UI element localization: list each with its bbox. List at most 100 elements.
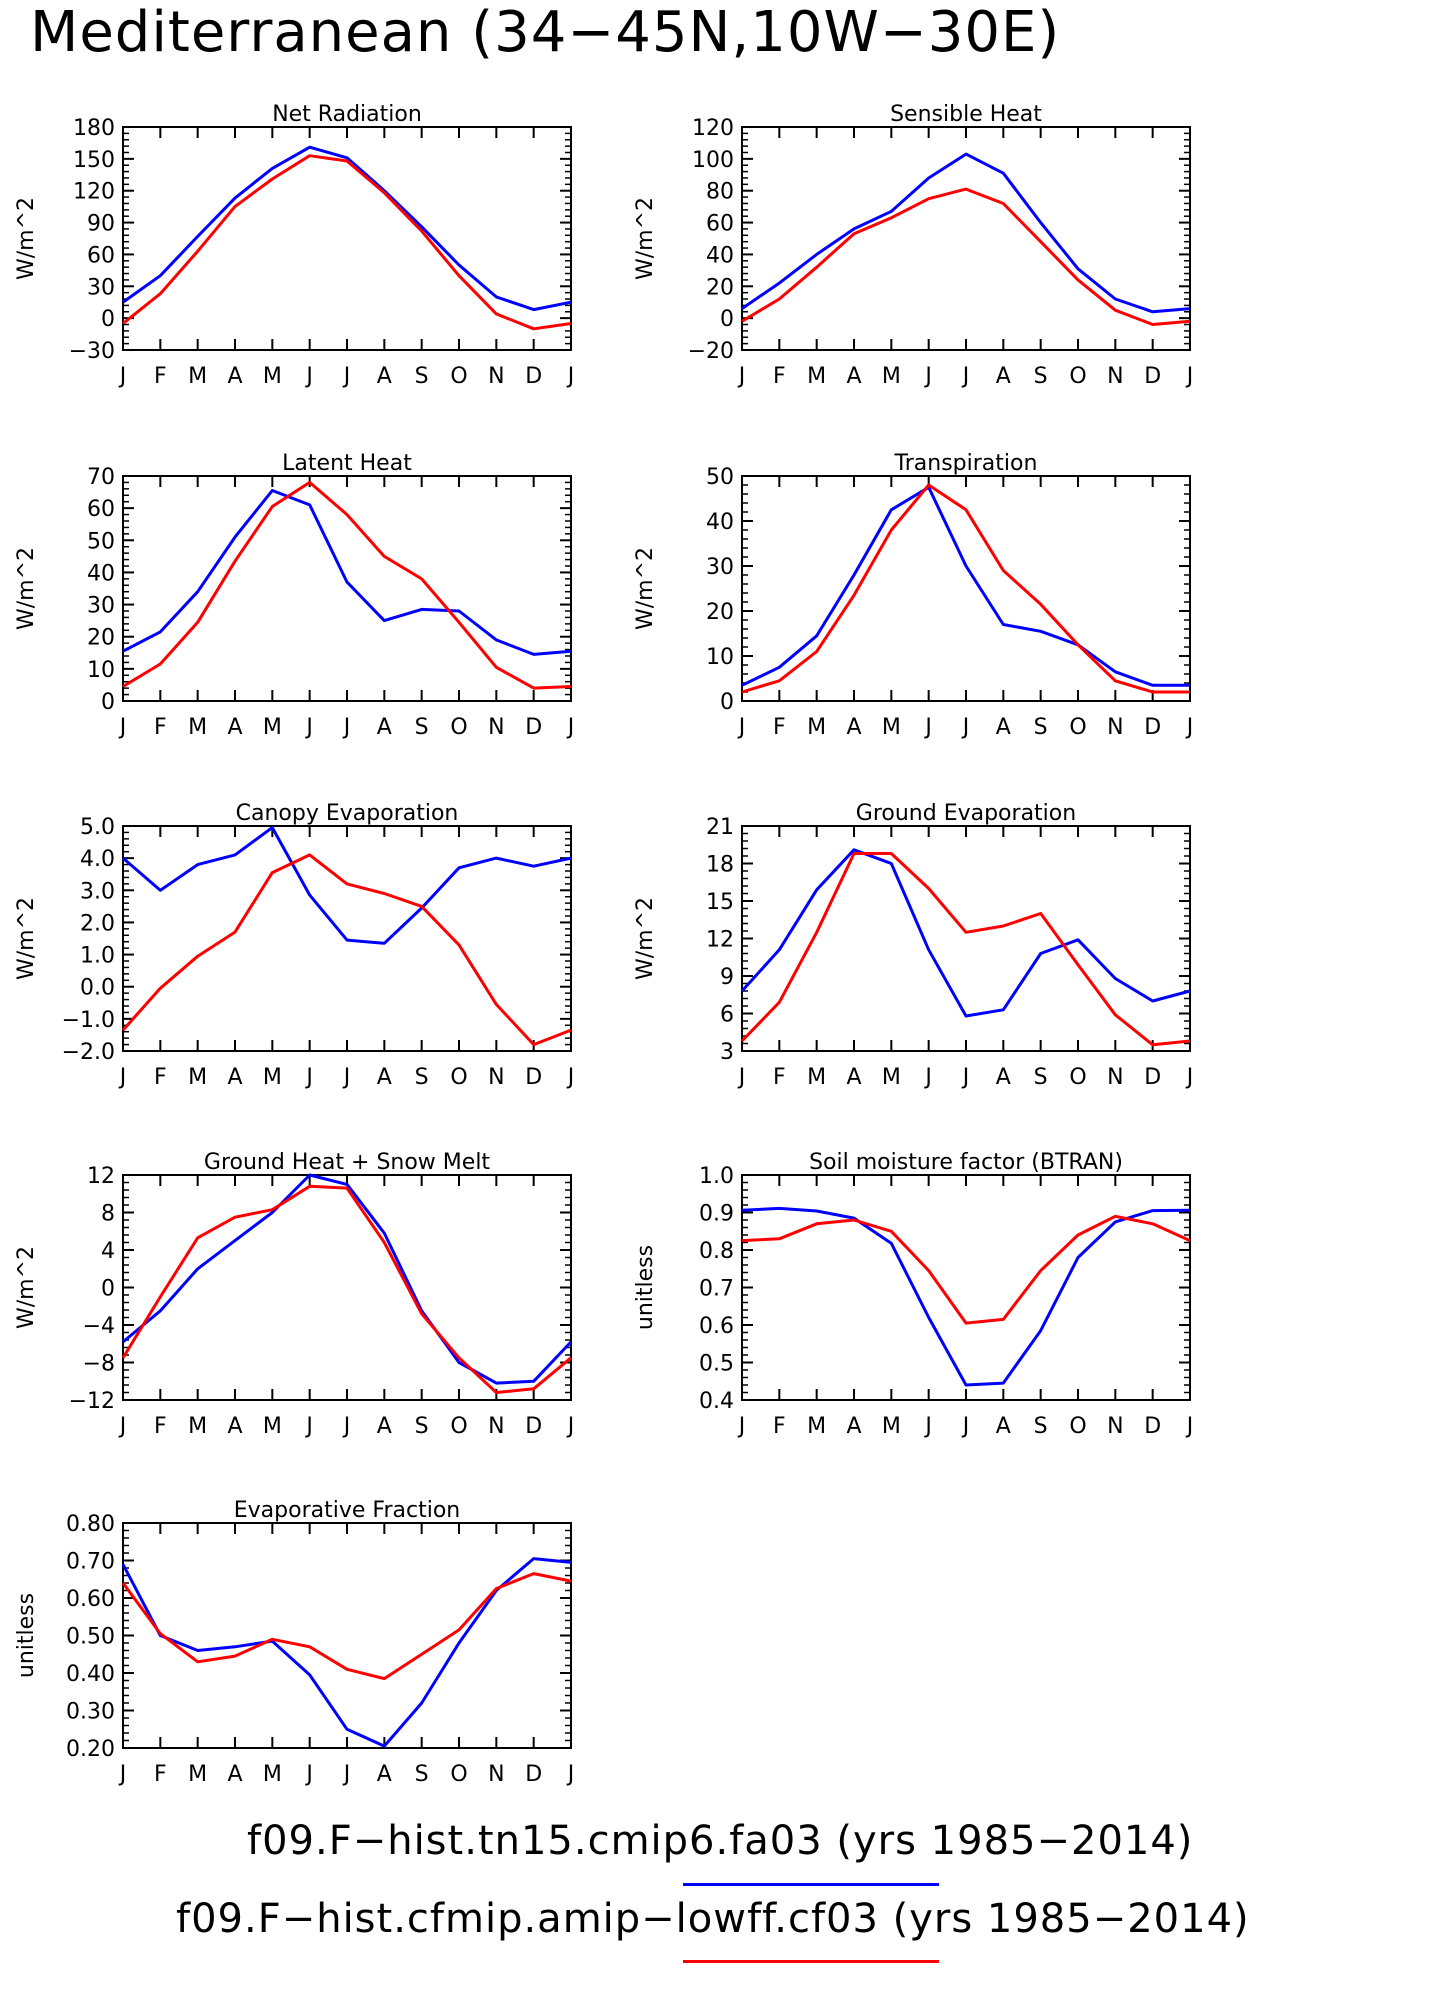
x-tick-label: N bbox=[488, 1414, 504, 1439]
x-tick-label: O bbox=[450, 715, 467, 740]
series-line-red bbox=[122, 154, 572, 331]
plot-title: Soil moisture factor (BTRAN) bbox=[809, 1150, 1123, 1175]
x-tick-label: F bbox=[154, 1414, 167, 1439]
y-tick-label: 0.9 bbox=[699, 1202, 734, 1227]
x-tick-label: S bbox=[415, 1414, 429, 1439]
x-tick-label: A bbox=[227, 1065, 242, 1090]
x-tick-label: J bbox=[923, 364, 932, 389]
x-tick-label: A bbox=[996, 1065, 1011, 1090]
x-tick-label: J bbox=[342, 715, 351, 740]
legend-swatch-red bbox=[683, 1960, 939, 1963]
x-tick-label: M bbox=[263, 1414, 282, 1439]
x-tick-label: S bbox=[1034, 1414, 1048, 1439]
x-tick-label: J bbox=[342, 1762, 351, 1787]
y-tick-label: 90 bbox=[87, 212, 115, 237]
y-tick-label: 0 bbox=[720, 307, 734, 332]
plot-title: Sensible Heat bbox=[890, 102, 1042, 127]
y-tick-label: 0 bbox=[101, 690, 115, 715]
x-tick-label: J bbox=[566, 1065, 575, 1090]
series-line-red bbox=[740, 852, 1191, 1047]
x-tick-label: J bbox=[304, 364, 313, 389]
y-tick-label: 70 bbox=[87, 465, 115, 490]
y-axis-label: W/m^2 bbox=[14, 1246, 39, 1329]
x-tick-label: D bbox=[1144, 1065, 1161, 1090]
legend-entry-2: f09.F−hist.cfmip.amip−lowff.cf03 (yrs 19… bbox=[176, 1896, 1250, 1942]
legend-swatch-blue bbox=[683, 1883, 939, 1886]
plot-title: Evaporative Fraction bbox=[234, 1498, 460, 1523]
series-line-blue bbox=[741, 152, 1191, 314]
y-tick-label: 3.0 bbox=[80, 879, 115, 904]
plot-frame bbox=[741, 126, 1191, 351]
x-tick-label: J bbox=[1185, 715, 1194, 740]
x-tick-label: M bbox=[188, 1762, 207, 1787]
plot-title: Net Radiation bbox=[272, 102, 422, 127]
y-tick-label: 0.70 bbox=[66, 1550, 115, 1575]
y-tick-label: 0.60 bbox=[66, 1587, 115, 1612]
y-tick-label: 2.0 bbox=[80, 911, 115, 936]
x-tick-label: N bbox=[488, 364, 504, 389]
series-line-blue bbox=[122, 826, 572, 945]
y-tick-label: 0 bbox=[101, 307, 115, 332]
x-tick-label: N bbox=[1107, 1414, 1123, 1439]
plot-title: Ground Evaporation bbox=[856, 801, 1076, 826]
x-tick-label: A bbox=[377, 1414, 392, 1439]
x-tick-label: D bbox=[1144, 364, 1161, 389]
y-tick-label: 30 bbox=[87, 594, 115, 619]
x-tick-label: F bbox=[773, 715, 786, 740]
y-tick-label: 20 bbox=[87, 626, 115, 651]
y-tick-label: 1.0 bbox=[80, 944, 115, 969]
x-tick-label: M bbox=[188, 364, 207, 389]
x-tick-label: N bbox=[1107, 1065, 1123, 1090]
y-tick-label: 40 bbox=[706, 510, 734, 535]
x-tick-label: D bbox=[1144, 715, 1161, 740]
x-tick-label: D bbox=[1144, 1414, 1161, 1439]
y-tick-label: 0.80 bbox=[66, 1512, 115, 1537]
y-tick-label: 0.20 bbox=[66, 1737, 115, 1762]
y-tick-label: 100 bbox=[692, 148, 734, 173]
x-tick-label: M bbox=[263, 1762, 282, 1787]
x-tick-label: O bbox=[1069, 715, 1086, 740]
y-axis-label: W/m^2 bbox=[633, 197, 658, 280]
series-line-blue bbox=[122, 1173, 573, 1385]
y-tick-label: 0.0 bbox=[80, 976, 115, 1001]
series-line-red bbox=[121, 1572, 572, 1681]
y-tick-label: −2.0 bbox=[62, 1040, 115, 1065]
x-tick-label: O bbox=[450, 364, 467, 389]
plot-frame bbox=[741, 1174, 1191, 1401]
x-tick-label: S bbox=[1034, 364, 1048, 389]
y-tick-label: 15 bbox=[706, 890, 734, 915]
plot-title: Ground Heat + Snow Melt bbox=[204, 1150, 491, 1175]
series-line-red bbox=[121, 853, 572, 1047]
y-tick-label: 12 bbox=[87, 1164, 115, 1189]
x-tick-label: D bbox=[525, 1414, 542, 1439]
x-tick-label: M bbox=[882, 715, 901, 740]
x-tick-label: O bbox=[1069, 364, 1086, 389]
x-tick-label: J bbox=[923, 715, 932, 740]
x-tick-label: M bbox=[188, 1065, 207, 1090]
plot-title: Latent Heat bbox=[282, 451, 412, 476]
y-tick-label: 3 bbox=[720, 1040, 734, 1065]
x-tick-label: D bbox=[525, 364, 542, 389]
x-tick-label: J bbox=[304, 1762, 313, 1787]
x-tick-label: J bbox=[566, 1762, 575, 1787]
y-tick-label: 40 bbox=[706, 243, 734, 268]
x-tick-label: A bbox=[227, 364, 242, 389]
x-tick-label: M bbox=[882, 364, 901, 389]
y-tick-label: 0.4 bbox=[699, 1389, 734, 1414]
y-tick-label: 0.30 bbox=[66, 1700, 115, 1725]
series-line-blue bbox=[122, 145, 572, 312]
x-tick-label: J bbox=[118, 1065, 127, 1090]
y-tick-label: 0.5 bbox=[699, 1352, 734, 1377]
x-tick-label: M bbox=[807, 715, 826, 740]
x-tick-label: O bbox=[450, 1065, 467, 1090]
y-tick-label: 5.0 bbox=[80, 815, 115, 840]
x-tick-label: J bbox=[1185, 1065, 1194, 1090]
y-tick-label: −30 bbox=[69, 339, 115, 364]
series-line-red bbox=[741, 187, 1191, 326]
series-line-red bbox=[741, 483, 1190, 694]
y-tick-label: 9 bbox=[720, 965, 734, 990]
x-tick-label: J bbox=[1185, 1414, 1194, 1439]
x-tick-label: O bbox=[450, 1762, 467, 1787]
series-line-red bbox=[741, 1214, 1191, 1325]
plot-title: Canopy Evaporation bbox=[236, 801, 459, 826]
